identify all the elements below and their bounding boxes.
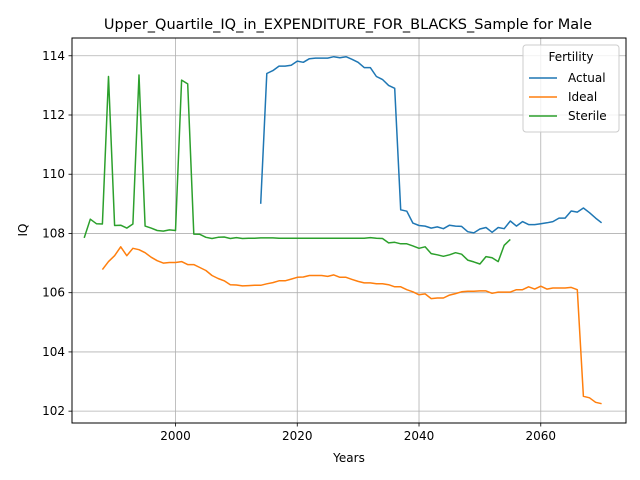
legend: Fertility Actual Ideal Sterile xyxy=(523,45,619,132)
legend-title: Fertility xyxy=(548,50,593,64)
x-tick-label: 2020 xyxy=(282,429,313,443)
y-tick-label: 106 xyxy=(42,286,65,300)
y-tick-label: 110 xyxy=(42,167,65,181)
y-tick-label: 114 xyxy=(42,49,65,63)
x-tick-label: 2000 xyxy=(160,429,191,443)
y-tick-label: 108 xyxy=(42,226,65,240)
legend-label-actual: Actual xyxy=(568,71,606,85)
y-tick-label: 102 xyxy=(42,404,65,418)
y-tick-label: 104 xyxy=(42,345,65,359)
legend-label-ideal: Ideal xyxy=(568,90,597,104)
y-tick-label: 112 xyxy=(42,108,65,122)
x-axis-label: Years xyxy=(332,451,365,465)
y-axis-label: IQ xyxy=(16,224,30,237)
x-tick-label: 2060 xyxy=(525,429,556,443)
x-tick-label: 2040 xyxy=(404,429,435,443)
chart-title: Upper_Quartile_IQ_in_EXPENDITURE_FOR_BLA… xyxy=(104,17,592,33)
legend-label-sterile: Sterile xyxy=(568,109,607,123)
